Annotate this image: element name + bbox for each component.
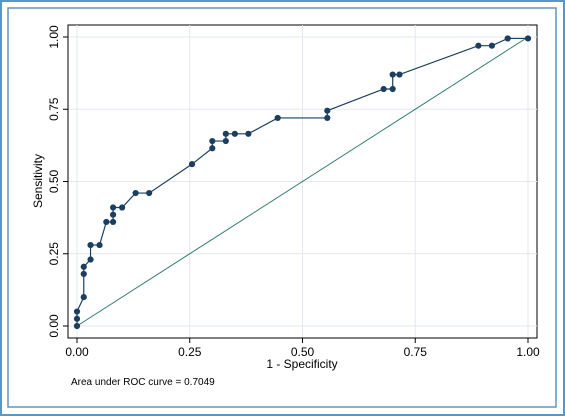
y-axis-label: Sensitivity <box>31 154 45 208</box>
reference-line <box>76 36 529 327</box>
roc-point <box>109 211 117 218</box>
roc-point <box>80 270 87 278</box>
roc-point <box>396 71 403 78</box>
roc-point <box>504 35 511 42</box>
roc-point <box>524 35 532 42</box>
roc-curve <box>76 37 528 326</box>
roc-point <box>146 189 153 197</box>
roc-point <box>488 42 496 49</box>
roc-point <box>80 263 87 270</box>
roc-point <box>389 71 396 78</box>
roc-point <box>109 204 117 211</box>
auc-note: Area under ROC curve = 0.7049 <box>71 377 215 388</box>
y-tick-label: 1.00 <box>47 25 61 49</box>
x-tick-label: 0.75 <box>404 345 428 359</box>
roc-point <box>80 294 87 301</box>
roc-point <box>324 114 331 122</box>
x-tick-label: 0.00 <box>65 345 89 359</box>
roc-point <box>209 145 216 152</box>
y-tick-label: 0.25 <box>47 242 61 266</box>
roc-point <box>274 114 281 122</box>
x-tick-label: 0.50 <box>291 345 315 359</box>
roc-point <box>475 42 482 49</box>
roc-point <box>324 107 331 114</box>
y-tick-label: 0.50 <box>47 169 61 193</box>
roc-point <box>188 161 196 168</box>
roc-point <box>73 315 81 322</box>
roc-point <box>380 85 387 93</box>
x-axis-label: 1 - Specificity <box>266 357 337 371</box>
roc-point <box>73 322 81 330</box>
x-tick-label: 0.25 <box>178 345 202 359</box>
grid-lines <box>68 25 537 338</box>
x-tick-label: 1.00 <box>516 345 540 359</box>
series <box>76 36 529 327</box>
roc-point <box>231 130 238 137</box>
roc-point <box>245 130 252 137</box>
markers <box>73 35 532 330</box>
y-tick-label: 0.75 <box>47 97 61 121</box>
roc-point <box>109 218 117 226</box>
roc-point <box>119 204 126 211</box>
roc-point <box>222 137 229 145</box>
roc-point <box>132 189 139 197</box>
roc-point <box>389 85 396 93</box>
roc-point <box>103 218 110 226</box>
y-tick-label: 0.00 <box>47 314 61 338</box>
roc-point <box>87 256 94 263</box>
ticks: 0.00 0.25 0.50 0.75 1.00 0.00 0.25 0.50 0.75 1.00 <box>47 25 540 359</box>
roc-point <box>87 241 94 249</box>
roc-point <box>96 241 103 249</box>
roc-point <box>209 137 216 145</box>
roc-point <box>222 130 229 137</box>
roc-point <box>73 308 81 315</box>
